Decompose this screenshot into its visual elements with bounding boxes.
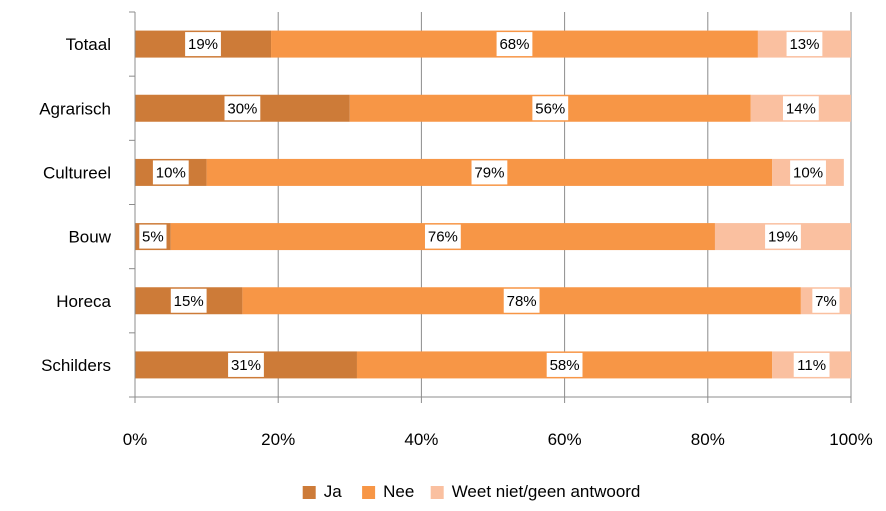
x-tick-label-100: 100% [829,430,872,449]
category-label-bouw: Bouw [68,228,111,247]
legend-label-nee: Nee [383,482,414,501]
legend-label-ja: Ja [324,482,343,501]
data-label-bg [765,224,801,249]
category-label-horeca: Horeca [56,292,111,311]
data-label-bg [790,160,826,185]
data-label-cultureel-weet-niet-geen-antwoord: 10% [793,164,823,181]
bars [135,30,851,379]
data-label-bg [228,352,264,377]
data-label-horeca-weet-niet-geen-antwoord: 7% [815,293,837,310]
data-label-totaal-ja: 19% [188,36,218,53]
data-label-bouw-weet-niet-geen-antwoord: 19% [768,229,798,246]
data-label-schilders-nee: 58% [550,357,580,374]
data-label-bg [224,96,261,121]
data-label-bg [424,224,461,249]
data-label-cultureel-nee: 79% [474,164,504,181]
gridlines [277,12,852,397]
data-label-bg [793,352,830,377]
category-label-cultureel: Cultureel [43,163,111,182]
data-label-bouw-nee: 76% [428,229,458,246]
data-label-bg [503,288,540,313]
data-label-bg [185,32,221,57]
category-label-agrarisch: Agrarisch [39,99,111,118]
data-label-bg [782,96,819,121]
category-label-schilders: Schilders [41,356,111,375]
x-tick-label-20: 20% [261,430,295,449]
legend-label-weet-niet-geen-antwoord: Weet niet/geen antwoord [452,482,641,501]
data-label-bg [170,288,207,313]
data-label-bg [139,224,167,249]
data-label-bg [471,160,508,185]
data-label-totaal-nee: 68% [499,36,529,53]
data-label-agrarisch-weet-niet-geen-antwoord: 14% [786,100,816,117]
data-label-cultureel-ja: 10% [156,164,186,181]
x-tick-label-0: 0% [123,430,148,449]
x-tick-label-60: 60% [548,430,582,449]
data-label-bg [532,96,569,121]
data-label-agrarisch-ja: 30% [227,100,257,117]
category-label-totaal: Totaal [66,35,111,54]
data-label-bg [496,32,533,57]
data-label-bg [152,160,189,185]
legend-swatch-ja [302,486,316,499]
data-label-schilders-weet-niet-geen-antwoord: 11% [797,357,826,374]
data-label-agrarisch-nee: 56% [535,100,565,117]
data-label-horeca-nee: 78% [507,293,537,310]
legend-swatch-weet-niet-geen-antwoord [430,486,444,499]
data-label-schilders-ja: 31% [231,357,261,374]
x-tick-label-80: 80% [691,430,725,449]
data-label-totaal-weet-niet-geen-antwoord: 13% [789,36,819,53]
data-label-bg [546,352,583,377]
data-label-bg [812,288,840,313]
data-label-bouw-ja: 5% [142,229,164,246]
data-label-bg [786,32,823,57]
x-tick-label-40: 40% [404,430,438,449]
axes [129,11,852,403]
legend-swatch-nee [362,486,376,499]
data-label-horeca-ja: 15% [174,293,204,310]
legend: Ja Nee Weet niet/geen antwoord [302,482,641,501]
labels: 0% 20% 40% 60% 80% 100% Totaal 19% 68% 13% Agraris… [39,32,873,449]
